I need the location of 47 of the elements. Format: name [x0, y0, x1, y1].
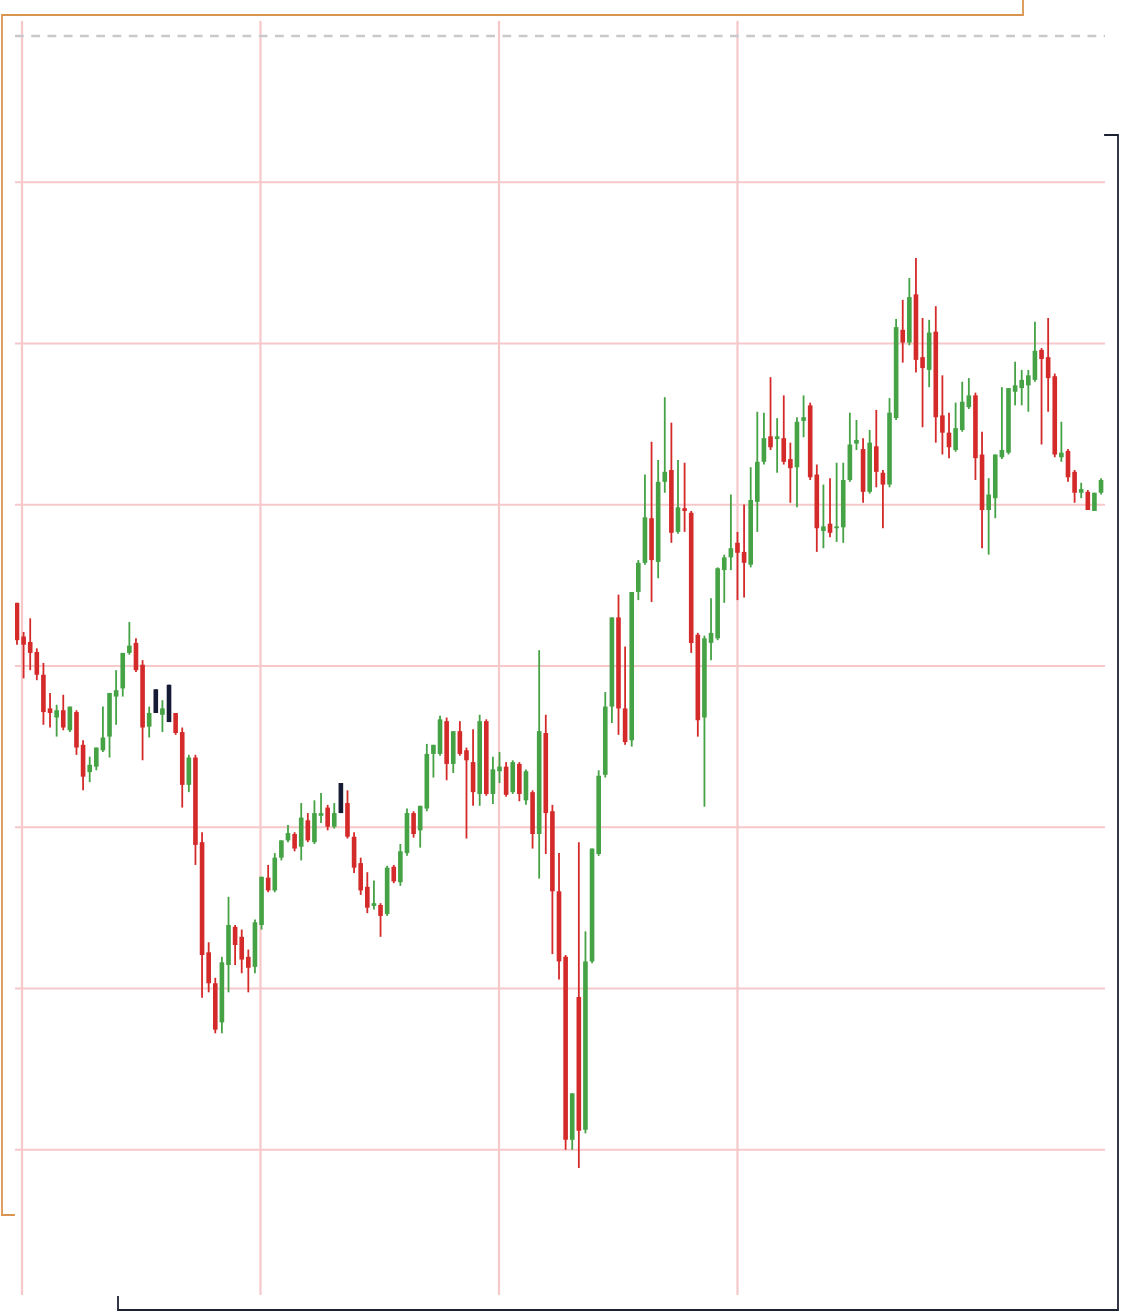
- candlestick: [127, 621, 132, 656]
- candlestick: [464, 746, 469, 840]
- candlestick: [47, 692, 53, 729]
- candlestick: [953, 401, 958, 453]
- candlestick: [497, 751, 502, 784]
- candlestick: [940, 374, 945, 456]
- candlestick: [292, 831, 297, 853]
- candlestick: [21, 631, 26, 680]
- candlestick: [239, 928, 245, 975]
- candlestick: [1059, 420, 1064, 463]
- candlestick: [279, 839, 284, 862]
- candlestick: [365, 871, 370, 915]
- candlestick: [54, 703, 59, 738]
- candlestick: [1019, 368, 1025, 407]
- candlestick: [788, 441, 793, 504]
- candlestick: [153, 688, 159, 714]
- candlestick: [113, 669, 119, 726]
- candlestick: [986, 477, 991, 556]
- candlestick: [801, 394, 806, 439]
- candlestick: [60, 693, 66, 732]
- candlestick: [768, 376, 773, 451]
- candlestick: [1012, 360, 1018, 407]
- candlestick: [371, 879, 377, 911]
- candlestick: [774, 417, 780, 474]
- candlestick: [246, 948, 251, 994]
- candlestick: [821, 483, 826, 550]
- candlestick: [834, 461, 839, 543]
- candlestick: [331, 802, 337, 830]
- candlestick: [318, 792, 324, 824]
- candlestick: [431, 743, 436, 779]
- candlestick: [735, 530, 740, 602]
- candlestick: [411, 810, 416, 839]
- candlestick: [391, 864, 397, 885]
- candlestick: [854, 419, 859, 451]
- candlestick: [325, 803, 330, 832]
- candlestick: [378, 902, 383, 938]
- candlestick: [87, 755, 93, 784]
- candlestick: [781, 394, 787, 466]
- candlestick: [160, 699, 165, 733]
- candlestick: [721, 553, 727, 604]
- candlestick: [1072, 469, 1077, 504]
- candlestick: [900, 298, 906, 364]
- candlestick: [1039, 347, 1044, 446]
- candlestick: [682, 461, 687, 533]
- candlestick: [1026, 368, 1031, 413]
- candlestick: [662, 396, 668, 494]
- candlestick: [920, 317, 925, 429]
